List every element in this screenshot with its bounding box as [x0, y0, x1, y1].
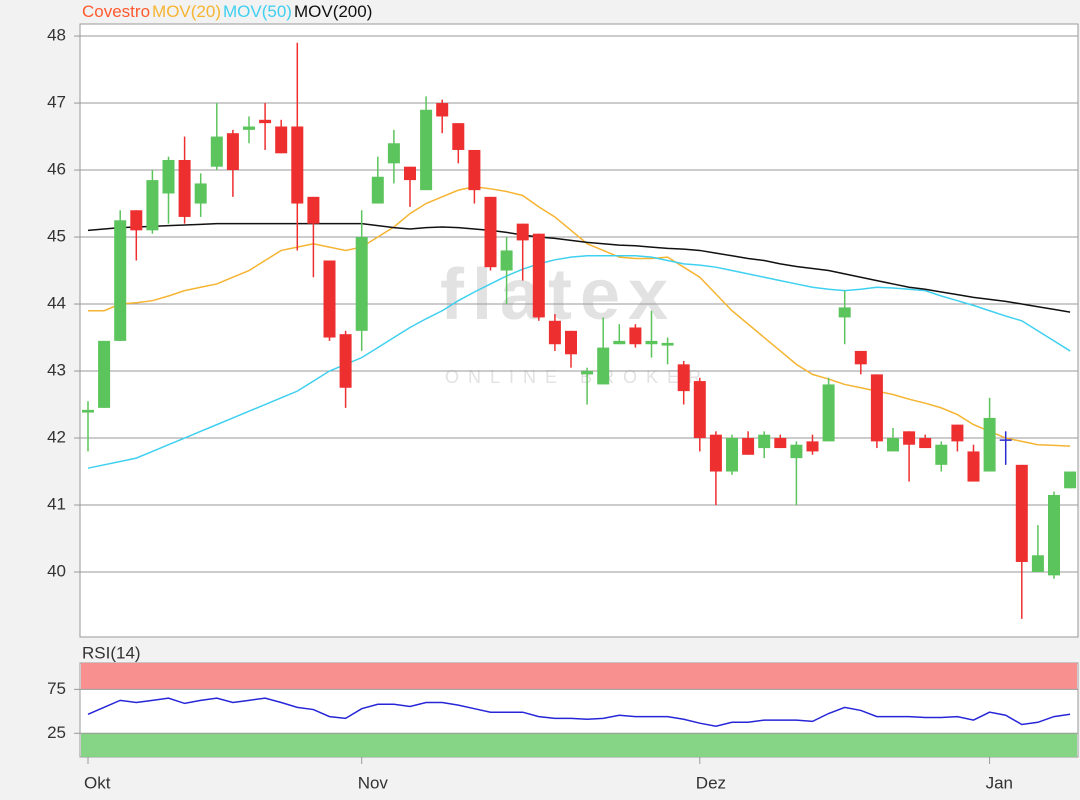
candle-body [774, 438, 787, 449]
candle-body [597, 347, 610, 385]
candle-body [82, 409, 94, 413]
y-tick-label: 43 [47, 361, 66, 380]
legend-entry: MOV(20) [152, 2, 221, 21]
watermark-sub: ONLINE BROKER [445, 367, 710, 387]
legend-entry: MOV(200) [294, 2, 372, 21]
candle-body [935, 444, 948, 465]
y-tick-label: 25 [47, 723, 66, 742]
candle-body [243, 126, 255, 130]
candle-body [516, 223, 529, 241]
candle-body [661, 342, 674, 346]
candle-body [194, 183, 207, 204]
candle-body [532, 233, 545, 318]
candle-body [355, 237, 368, 331]
legend-entry: Covestro [82, 2, 150, 21]
candle-body [1048, 494, 1060, 576]
y-tick-label: 47 [47, 93, 66, 112]
candle-body [854, 350, 867, 365]
candle-body [1015, 464, 1028, 562]
candle-body [806, 441, 819, 452]
candle-body [468, 149, 481, 191]
candle-body [967, 451, 980, 482]
candle-body [114, 220, 127, 341]
candle-body [581, 371, 594, 375]
price-panel [79, 23, 1079, 638]
candle-body [629, 327, 642, 345]
candle-body [436, 103, 449, 117]
candle-body [887, 438, 899, 452]
x-tick-label: Nov [358, 773, 389, 792]
candle-body [178, 159, 191, 217]
candle-body [790, 444, 803, 459]
rsi-line [87, 697, 1071, 728]
candle-body [323, 260, 336, 338]
candle-body [677, 364, 690, 392]
candle-body [951, 424, 964, 442]
candle-body [226, 133, 239, 171]
candle-body [565, 330, 577, 355]
candle-body [1031, 555, 1044, 573]
candle-body [645, 340, 658, 345]
y-tick-label: 75 [47, 679, 66, 698]
moving-average [87, 222, 1071, 313]
candle-body [307, 196, 320, 224]
y-tick-label: 48 [47, 26, 66, 45]
candle-body [484, 196, 497, 268]
candle-body [983, 417, 996, 472]
moving-average [87, 255, 1071, 469]
rsi-band [81, 663, 1077, 690]
candle-body [548, 320, 561, 345]
y-tick-label: 46 [47, 160, 66, 179]
candle-body [903, 431, 916, 445]
candle-body [919, 438, 932, 449]
candle-body [339, 334, 352, 388]
candle-body [613, 340, 626, 345]
candle-body [130, 210, 143, 231]
candle-body [162, 159, 175, 194]
candle-body [870, 374, 883, 442]
y-tick-label: 41 [47, 495, 66, 514]
candle-body [709, 434, 722, 472]
legend-entry: MOV(50) [223, 2, 292, 21]
candle-body [742, 438, 755, 455]
candle-body [999, 439, 1012, 441]
rsi-band [81, 733, 1077, 757]
candle-body [371, 176, 384, 204]
candle-body [404, 166, 416, 181]
y-tick-label: 45 [47, 227, 66, 246]
y-tick-label: 42 [47, 428, 66, 447]
candle-body [420, 109, 433, 191]
candle-body [822, 384, 835, 442]
candle-body [275, 126, 288, 154]
candle-body [387, 143, 400, 164]
y-tick-label: 44 [47, 294, 66, 313]
x-tick-label: Jan [986, 773, 1013, 792]
x-tick-label: Dez [696, 773, 726, 792]
candle-body [500, 250, 513, 271]
x-tick-label: Okt [84, 773, 111, 792]
moving-average [88, 186, 1071, 447]
legend: Covestro MOV(20) MOV(50) MOV(200) [82, 2, 372, 21]
candle-body [259, 119, 272, 124]
candle-body [1064, 471, 1077, 489]
y-tick-label: 40 [47, 561, 66, 580]
candle-body [838, 307, 851, 318]
candle-body [146, 180, 159, 231]
candle-body [452, 123, 465, 150]
candle-body [98, 340, 111, 408]
rsi-title: RSI(14) [82, 643, 141, 662]
candle-body [758, 434, 771, 449]
candle-body [726, 438, 738, 472]
candle-body [693, 381, 706, 439]
candle-body [291, 126, 304, 204]
candle-body [210, 136, 223, 167]
